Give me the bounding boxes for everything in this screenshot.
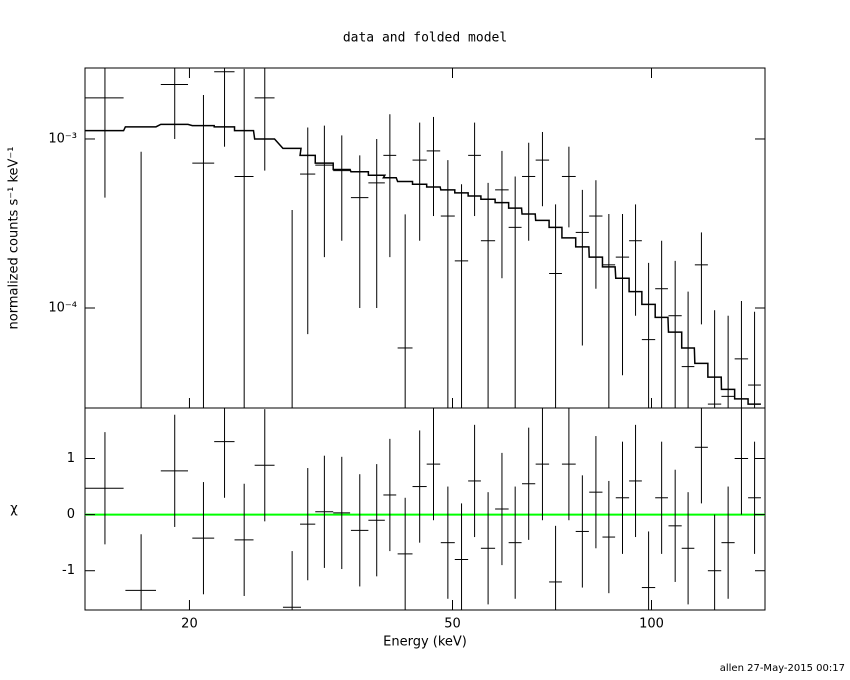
y-axis-label: normalized counts s⁻¹ keV⁻¹: [7, 147, 22, 330]
y2-tick-label: -1: [62, 563, 75, 578]
x-tick-label: 50: [444, 617, 461, 632]
bottom-plot: [85, 408, 765, 610]
y2-tick-label: 1: [67, 451, 75, 466]
model-line: [85, 123, 761, 405]
y-tick-label: 10⁻³: [48, 131, 77, 146]
x-tick-label: 100: [639, 617, 664, 632]
y2-axis-label: χ: [10, 502, 18, 517]
y-tick-label: 10⁻⁴: [48, 300, 77, 315]
x-axis-label: Energy (keV): [383, 635, 467, 650]
top-plot: [85, 68, 761, 408]
x-tick-label: 20: [181, 617, 198, 632]
bottom-frame: [84, 407, 766, 611]
top-frame: [84, 67, 766, 409]
footer: allen 27-May-2015 00:17: [720, 663, 845, 674]
y2-tick-label: 0: [67, 507, 75, 522]
chart-title: data and folded model: [343, 31, 507, 46]
